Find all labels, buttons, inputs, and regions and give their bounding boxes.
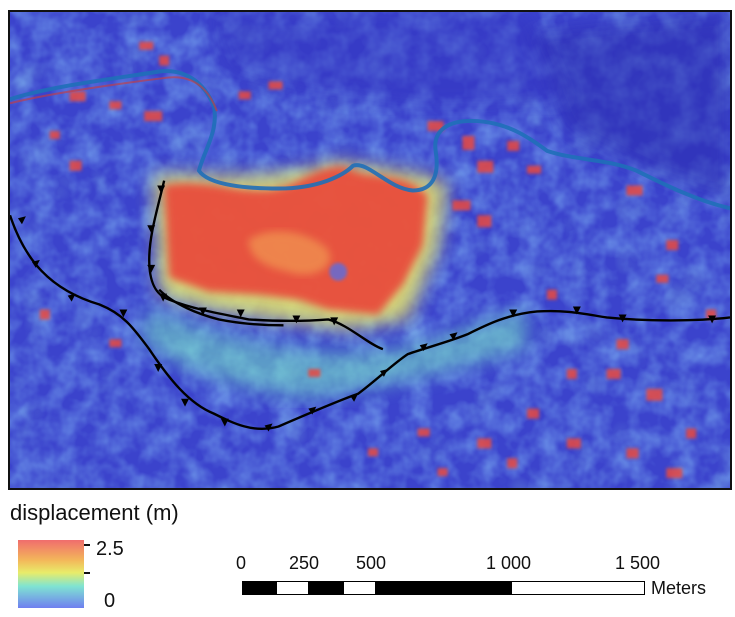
river-west [10,76,218,112]
legend-min-label: 0 [104,590,116,612]
dark-zone-top [208,12,567,107]
legend-title: displacement (m) [10,500,179,525]
landslide-spot [329,262,348,281]
scale-label-1500: 1 500 [615,553,661,573]
scale-seg-5 [376,581,511,595]
scale-seg-6 [511,581,645,595]
cyan-band [139,309,528,399]
scale-bar [242,581,645,595]
legend-max-label: 2.5 [96,538,124,560]
scale-seg-3 [309,581,343,595]
scale-units: Meters [651,578,707,598]
displacement-map[interactable] [8,10,732,490]
scale-label-250: 250 [289,553,320,573]
scale-seg-1 [242,581,276,595]
scale-label-1000: 1 000 [486,553,532,573]
map-canvas [10,12,730,488]
dark-zone [527,12,730,201]
scale-label-0: 0 [236,553,247,573]
scale-seg-2 [276,581,309,595]
scale-label-500: 500 [356,553,387,573]
legend-tick-max [84,544,90,546]
displacement-hotspots [39,41,717,479]
legend-color-ramp [18,540,84,608]
river [10,69,730,211]
legend-tick-mid [84,572,90,574]
fault-teeth [17,185,717,432]
scale-seg-4 [343,581,376,595]
landslide-interior [248,231,331,275]
fault-inner [158,288,284,327]
